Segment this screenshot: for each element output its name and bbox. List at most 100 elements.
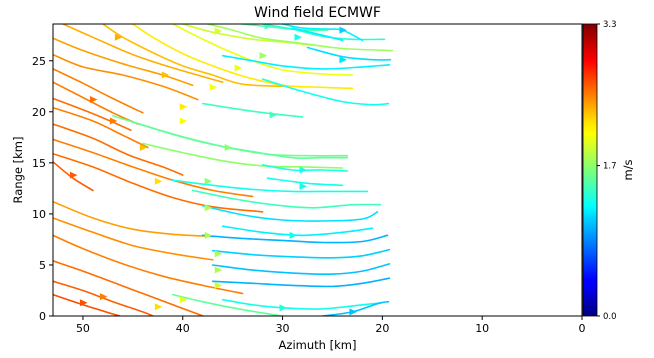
y-tick-label-20: 20 (32, 106, 46, 119)
streamline-28 (261, 78, 390, 106)
arrow-marker-32 (349, 308, 357, 316)
colorbar (582, 23, 598, 317)
x-tick-label-20: 20 (375, 322, 389, 335)
arrow-marker-22 (204, 231, 213, 239)
streamline-21 (206, 24, 394, 52)
streamline-10 (53, 106, 149, 149)
arrow-marker-6 (339, 56, 347, 64)
arrow-marker-28 (99, 293, 108, 301)
streamline-33 (261, 164, 349, 172)
streamline-35 (172, 179, 369, 193)
streamlines-group (53, 24, 394, 316)
arrow-marker-15 (224, 144, 233, 152)
arrow-marker-10 (179, 103, 188, 111)
streamline-1 (53, 280, 154, 316)
streamline-5 (53, 200, 214, 238)
colorbar-tick-label-1.7: 1.7 (603, 162, 617, 172)
streamline-8 (53, 138, 254, 198)
colorbar-label: m/s (621, 159, 635, 180)
x-tick-label-40: 40 (176, 322, 190, 335)
y-tick-label-0: 0 (39, 310, 46, 323)
streamline-24 (281, 24, 364, 42)
streamline-17 (102, 24, 284, 88)
streamline-19 (172, 24, 354, 76)
arrow-marker-26 (214, 281, 223, 289)
y-tick-label-10: 10 (32, 208, 46, 221)
arrow-marker-12 (179, 117, 188, 125)
streamline-27 (221, 54, 391, 70)
streamline-43 (221, 298, 384, 310)
streamline-31 (132, 121, 349, 159)
arrow-marker-13 (269, 111, 278, 119)
arrow-marker-29 (154, 303, 163, 311)
arrow-marker-24 (214, 250, 223, 258)
arrow-marker-5 (294, 33, 303, 41)
streamline-38 (221, 225, 374, 237)
arrow-marker-19 (204, 177, 213, 185)
streamline-37 (201, 204, 379, 222)
streamline-12 (53, 81, 139, 125)
colorbar-ticks: 0.0 1.7 3.3 (597, 20, 617, 322)
streamline-29 (201, 102, 304, 118)
y-tick-label-25: 25 (32, 55, 46, 68)
arrow-marker-14 (139, 144, 148, 152)
streamline-40 (211, 248, 391, 259)
x-tick-label-0: 0 (579, 322, 586, 335)
streamline-23 (261, 24, 386, 41)
arrow-marker-27 (79, 299, 88, 307)
arrow-marker-17 (69, 171, 78, 179)
arrow-marker-11 (109, 117, 118, 125)
streamline-15 (53, 37, 194, 87)
streamline-45 (321, 300, 390, 316)
arrow-marker-2 (89, 96, 98, 104)
arrow-marker-16 (299, 166, 308, 174)
streamline-16 (62, 24, 224, 83)
streamline-34 (266, 177, 344, 187)
x-tick-label-10: 10 (475, 322, 489, 335)
arrow-marker-25 (214, 266, 223, 274)
chart-title: Wind field ECMWF (254, 5, 381, 21)
arrow-marker-1 (161, 71, 170, 79)
streamline-26 (306, 46, 392, 61)
arrow-marker-21 (204, 204, 213, 212)
x-tick-label-50: 50 (76, 322, 90, 335)
arrow-marker-3 (214, 27, 223, 35)
arrow-marker-4 (264, 24, 273, 30)
y-axis-label: Range [km] (11, 137, 25, 204)
streamline-42 (211, 277, 391, 288)
streamline-39 (201, 234, 389, 244)
streamline-9 (53, 123, 184, 176)
streamline-7 (53, 152, 264, 213)
x-axis-ticks: 50 40 30 20 10 0 (76, 316, 586, 335)
arrow-marker-9 (209, 83, 218, 91)
streamline-44 (172, 293, 284, 316)
y-axis-ticks: 0 5 10 15 20 25 (32, 55, 53, 323)
streamline-36 (191, 189, 382, 209)
arrow-marker-0 (114, 33, 123, 41)
colorbar-tick-label-3.3: 3.3 (603, 20, 617, 30)
streamline-13 (53, 68, 144, 114)
arrow-marker-7 (259, 52, 268, 60)
arrow-marker-33 (339, 26, 347, 34)
colorbar-tick-label-0.0: 0.0 (603, 312, 617, 322)
streamline-3 (53, 234, 244, 295)
arrow-marker-8 (234, 64, 243, 72)
arrow-marker-30 (179, 296, 188, 304)
streamline-6 (53, 161, 94, 192)
streamline-2 (53, 260, 204, 316)
plot-frame (52, 23, 583, 317)
x-axis-label: Azimuth [km] (279, 338, 357, 352)
streamline-4 (53, 217, 214, 261)
streamline-0 (53, 293, 121, 316)
streamline-30 (112, 115, 349, 157)
streamline-41 (211, 263, 391, 276)
arrow-marker-23 (289, 231, 298, 239)
arrow-markers-group (69, 24, 357, 316)
streamline-25 (291, 27, 344, 42)
arrow-marker-18 (154, 177, 163, 185)
streamline-32 (142, 142, 344, 169)
streamline-11 (53, 97, 132, 131)
streamline-18 (132, 24, 354, 90)
x-tick-label-30: 30 (276, 322, 290, 335)
